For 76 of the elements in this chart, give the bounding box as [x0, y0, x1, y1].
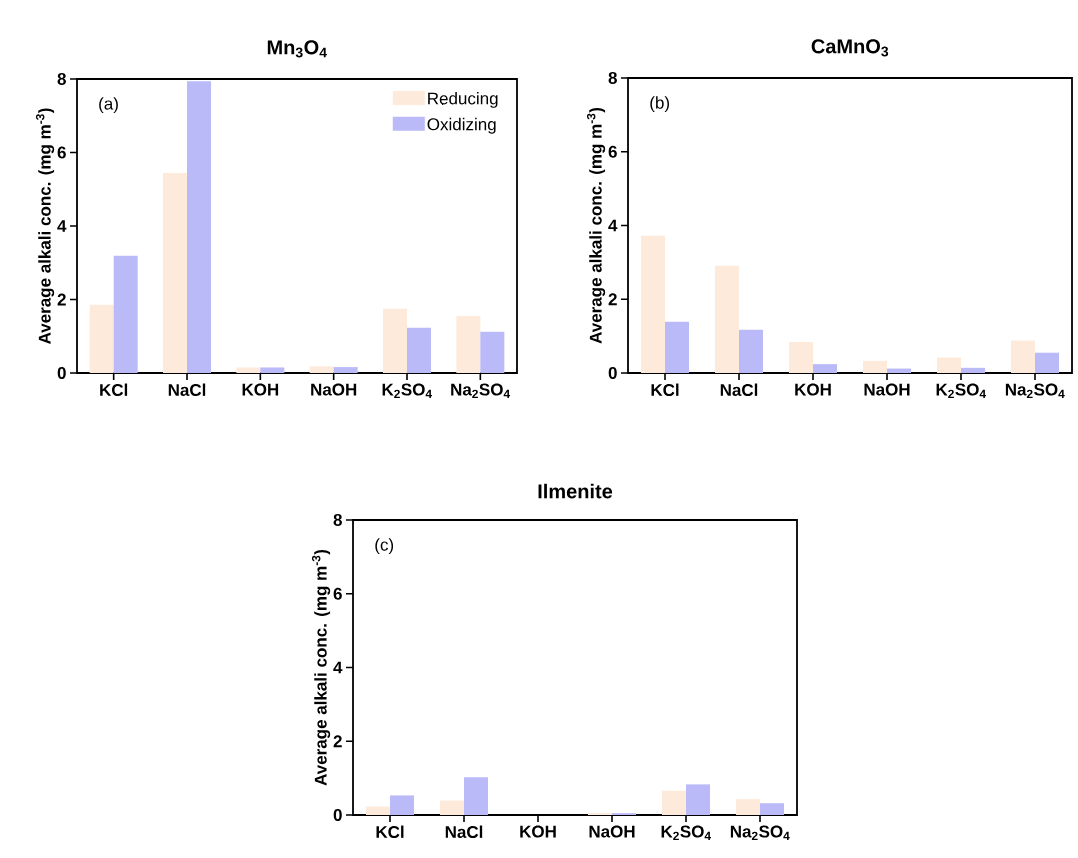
y-tick-label: 4	[608, 219, 618, 232]
bar	[887, 368, 912, 373]
x-tick-label: KOH	[520, 825, 556, 838]
annotation: (a)	[99, 97, 118, 114]
y-axis-title: Average alkali conc. (mg m$^{-3}$)	[35, 108, 55, 345]
y-axis-title: Average alkali conc. (mg m$^{-3}$)	[311, 549, 331, 786]
bar	[736, 799, 760, 815]
y-tick-label: 6	[333, 587, 342, 600]
y-tick-label: 6	[57, 146, 66, 159]
bar	[187, 81, 211, 373]
bar	[937, 357, 961, 373]
bar	[739, 329, 764, 373]
bar	[383, 308, 407, 373]
chart-title: CaMnO$_{3}$	[811, 39, 889, 57]
x-tick-label: Na$_{2}$SO$_{4}$	[451, 383, 511, 398]
y-axis-title: Average alkali conc. (mg m$^{-3}$)	[586, 107, 606, 344]
chart-title: Mn$_{3}$O$_{4}$	[267, 40, 327, 58]
bar	[333, 367, 358, 373]
bar	[686, 784, 710, 815]
y-tick-label: 2	[57, 293, 66, 306]
bar	[1035, 352, 1059, 373]
y-tick-label: 8	[333, 513, 342, 527]
bar	[641, 235, 666, 373]
bar	[715, 265, 740, 373]
bar	[309, 366, 334, 373]
x-tick-label: KCl	[651, 383, 679, 397]
bar	[113, 255, 138, 373]
x-tick-label: NaCl	[168, 383, 206, 397]
bar	[665, 321, 690, 373]
x-tick-label: KCl	[376, 825, 404, 839]
chart-title: Ilmenite	[538, 483, 613, 499]
bar	[390, 795, 415, 815]
legend-label: Oxidizing	[427, 117, 496, 134]
bar	[961, 367, 985, 373]
x-tick-label: K$_{2}$SO$_{4}$	[661, 825, 711, 840]
bar	[1011, 340, 1035, 373]
bar	[89, 304, 114, 373]
legend-label: Reducing	[428, 92, 498, 108]
bar	[813, 364, 837, 373]
bar	[236, 367, 261, 373]
bar	[464, 777, 488, 815]
y-tick-label: 8	[608, 71, 617, 85]
bar	[260, 367, 285, 373]
x-tick-label: NaCl	[445, 825, 483, 839]
x-tick-label: KOH	[795, 383, 831, 396]
x-tick-label: K$_{2}$SO$_{4}$	[936, 383, 986, 398]
bar	[789, 342, 813, 373]
bar	[760, 803, 784, 815]
bar	[480, 331, 505, 373]
x-tick-label: KOH	[242, 383, 279, 396]
y-tick-label: 8	[57, 72, 66, 86]
x-tick-label: Na$_{2}$SO$_{4}$	[730, 825, 790, 840]
x-tick-label: NaOH	[311, 383, 357, 396]
y-tick-label: 2	[608, 293, 617, 306]
bar	[662, 790, 686, 815]
y-tick-label: 4	[333, 661, 343, 674]
bar	[407, 327, 431, 373]
x-tick-label: NaOH	[864, 383, 910, 396]
bar	[163, 173, 188, 373]
y-tick-label: 2	[333, 735, 342, 748]
x-tick-label: Na$_{2}$SO$_{4}$	[1005, 383, 1065, 398]
annotation: (b)	[650, 96, 670, 113]
x-tick-label: NaCl	[720, 383, 758, 397]
bar	[863, 360, 887, 373]
y-tick-label: 4	[57, 220, 67, 232]
bar	[456, 316, 481, 373]
y-tick-label: 0	[333, 808, 342, 822]
x-tick-label: KCl	[100, 383, 128, 397]
x-tick-label: K$_{2}$SO$_{4}$	[382, 383, 432, 398]
bar	[366, 806, 391, 815]
x-tick-label: NaOH	[589, 825, 635, 838]
y-tick-label: 0	[57, 366, 66, 380]
y-tick-label: 6	[608, 145, 617, 158]
annotation: (c)	[375, 538, 394, 555]
y-tick-label: 0	[608, 366, 617, 380]
bar	[440, 800, 465, 815]
